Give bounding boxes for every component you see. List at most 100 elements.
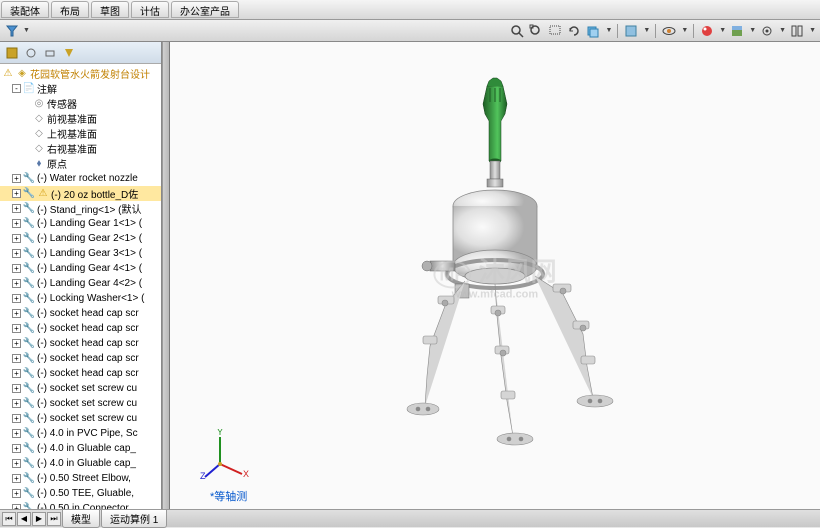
tree-item[interactable]: +🔧(-) 4.0 in PVC Pipe, Sc	[0, 426, 161, 441]
rotate-icon[interactable]	[566, 23, 582, 39]
tree-item[interactable]: +🔧(-) 4.0 in Gluable cap_	[0, 441, 161, 456]
tree-item-label: (-) Stand_ring<1> (默认	[37, 201, 142, 216]
tree-item[interactable]: +🔧(-) socket head cap scr	[0, 351, 161, 366]
tree-item[interactable]: +🔧(-) Water rocket nozzle	[0, 171, 161, 186]
display-style-icon[interactable]	[623, 23, 639, 39]
nav-last-icon[interactable]: ⏭	[47, 512, 61, 526]
nav-next-icon[interactable]: ▶	[32, 512, 46, 526]
tree-item[interactable]: +🔧(-) socket set screw cu	[0, 396, 161, 411]
expand-toggle[interactable]: +	[12, 219, 21, 228]
tree-item[interactable]: +🔧(-) Landing Gear 1<1> (	[0, 216, 161, 231]
tree-item-label: (-) socket head cap scr	[37, 338, 139, 349]
tree-item-label: (-) socket head cap scr	[37, 323, 139, 334]
tree-root[interactable]: ⚠ ◈ 花园软管水火箭发射台设计	[0, 66, 161, 81]
tree-item[interactable]: ◇前视基准面	[0, 111, 161, 126]
separator	[617, 24, 618, 38]
expand-toggle[interactable]: +	[12, 204, 21, 213]
tree-item[interactable]: +🔧(-) Landing Gear 2<1> (	[0, 231, 161, 246]
tree-item[interactable]: +🔧(-) 0.50 TEE, Gluable,	[0, 486, 161, 501]
expand-toggle[interactable]: +	[12, 429, 21, 438]
tree-item[interactable]: +🔧(-) Locking Washer<1> (	[0, 291, 161, 306]
chevron-down-icon[interactable]: ▼	[719, 27, 726, 34]
tree-item[interactable]: +🔧(-) socket head cap scr	[0, 366, 161, 381]
view-settings-icon[interactable]	[759, 23, 775, 39]
tree-config-icon[interactable]	[61, 45, 77, 61]
expand-toggle[interactable]: +	[12, 189, 21, 198]
tree-item[interactable]: +🔧(-) socket set screw cu	[0, 411, 161, 426]
chevron-down-icon[interactable]: ▼	[809, 27, 816, 34]
tree-item[interactable]: ◇右视基准面	[0, 141, 161, 156]
tree-item[interactable]: +🔧(-) socket head cap scr	[0, 306, 161, 321]
tree-item[interactable]: +🔧⚠(-) 20 oz bottle_D佐	[0, 186, 161, 201]
expand-toggle[interactable]: +	[12, 174, 21, 183]
scene-icon[interactable]	[729, 23, 745, 39]
viewport-3d[interactable]: MF 沐风网 www.mfcad.com Y X Z *等轴测	[170, 42, 820, 509]
tree-display-icon[interactable]	[4, 45, 20, 61]
expand-toggle[interactable]: +	[12, 264, 21, 273]
chevron-down-icon[interactable]: ▼	[749, 27, 756, 34]
tree-expand-icon[interactable]	[42, 45, 58, 61]
tree-item[interactable]: +🔧(-) socket head cap scr	[0, 336, 161, 351]
funnel-icon[interactable]	[4, 23, 20, 39]
expand-toggle[interactable]: +	[12, 294, 21, 303]
tree-item[interactable]: +🔧(-) Landing Gear 4<2> (	[0, 276, 161, 291]
section-icon[interactable]	[585, 23, 601, 39]
expand-toggle[interactable]: +	[12, 339, 21, 348]
assembly-icon: ⚠	[2, 68, 14, 80]
tree-item[interactable]: -📄注解	[0, 81, 161, 96]
expand-toggle[interactable]: +	[12, 504, 21, 509]
tree-item-label: 原点	[47, 156, 67, 171]
nav-prev-icon[interactable]: ◀	[17, 512, 31, 526]
expand-toggle[interactable]: +	[12, 474, 21, 483]
tree-item[interactable]: ◇上视基准面	[0, 126, 161, 141]
split-icon[interactable]	[789, 23, 805, 39]
expand-toggle[interactable]: +	[12, 324, 21, 333]
tab-sketch[interactable]: 草图	[91, 1, 129, 18]
tree-item[interactable]: +🔧(-) socket head cap scr	[0, 321, 161, 336]
tree-item[interactable]: ◎传感器	[0, 96, 161, 111]
splitter[interactable]	[162, 42, 170, 509]
hide-show-icon[interactable]	[661, 23, 677, 39]
chevron-down-icon[interactable]: ▼	[681, 27, 688, 34]
zoom-fit-icon[interactable]	[528, 23, 544, 39]
expand-toggle[interactable]: +	[12, 234, 21, 243]
tab-assembly[interactable]: 装配体	[1, 1, 49, 18]
expand-toggle[interactable]: +	[12, 369, 21, 378]
tab-evaluate[interactable]: 计估	[131, 1, 169, 18]
bottom-tab-model[interactable]: 模型	[62, 510, 100, 528]
tab-layout[interactable]: 布局	[51, 1, 89, 18]
tree-item-label: (-) Landing Gear 3<1> (	[37, 248, 142, 259]
chevron-down-icon[interactable]: ▼	[23, 27, 30, 34]
expand-toggle[interactable]: +	[12, 399, 21, 408]
expand-toggle[interactable]: -	[12, 84, 21, 93]
tree-item[interactable]: +🔧(-) Landing Gear 4<1> (	[0, 261, 161, 276]
expand-toggle[interactable]: +	[12, 444, 21, 453]
tab-office[interactable]: 办公室产品	[171, 1, 239, 18]
expand-toggle[interactable]: +	[12, 249, 21, 258]
tree-item[interactable]: ⬧原点	[0, 156, 161, 171]
expand-toggle[interactable]: +	[12, 459, 21, 468]
zoom-window-icon[interactable]	[547, 23, 563, 39]
expand-toggle[interactable]: +	[12, 279, 21, 288]
zoom-icon[interactable]	[509, 23, 525, 39]
feature-tree[interactable]: ⚠ ◈ 花园软管水火箭发射台设计 -📄注解◎传感器◇前视基准面◇上视基准面◇右视…	[0, 64, 161, 509]
chevron-down-icon[interactable]: ▼	[605, 27, 612, 34]
chevron-down-icon[interactable]: ▼	[643, 27, 650, 34]
appearance-icon[interactable]	[699, 23, 715, 39]
expand-toggle[interactable]: +	[12, 309, 21, 318]
bottom-tab-motion[interactable]: 运动算例 1	[101, 510, 167, 528]
tree-item[interactable]: +🔧(-) 4.0 in Gluable cap_	[0, 456, 161, 471]
tree-item[interactable]: +🔧(-) Landing Gear 3<1> (	[0, 246, 161, 261]
expand-toggle[interactable]: +	[12, 489, 21, 498]
expand-toggle[interactable]: +	[12, 354, 21, 363]
tree-item-label: (-) Locking Washer<1> (	[37, 293, 144, 304]
tree-item[interactable]: +🔧(-) Stand_ring<1> (默认	[0, 201, 161, 216]
tree-filter-icon[interactable]	[23, 45, 39, 61]
nav-first-icon[interactable]: ⏮	[2, 512, 16, 526]
tree-item[interactable]: +🔧(-) 0.50 in Connector,	[0, 501, 161, 509]
expand-toggle[interactable]: +	[12, 414, 21, 423]
tree-item[interactable]: +🔧(-) socket set screw cu	[0, 381, 161, 396]
expand-toggle[interactable]: +	[12, 384, 21, 393]
tree-item[interactable]: +🔧(-) 0.50 Street Elbow,	[0, 471, 161, 486]
chevron-down-icon[interactable]: ▼	[779, 27, 786, 34]
